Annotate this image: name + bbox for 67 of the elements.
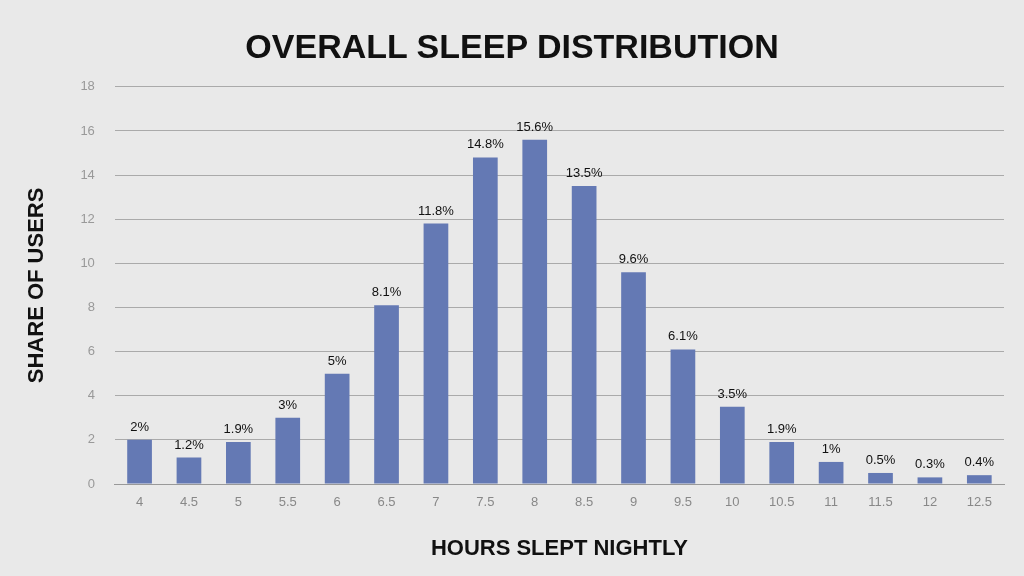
data-label: 15.6% <box>516 118 554 134</box>
x-tick-label: 6.5 <box>377 494 396 510</box>
y-axis-title: SHARE OF USERS <box>23 187 49 384</box>
data-label: 14.8% <box>466 136 505 152</box>
x-tick-label: 8 <box>531 494 539 510</box>
data-label: 2% <box>130 418 150 434</box>
bar <box>275 417 301 484</box>
data-label: 13.5% <box>565 165 603 181</box>
y-tick-label: 10 <box>80 254 95 270</box>
data-label: 3% <box>278 396 298 412</box>
bar <box>374 305 399 484</box>
bar <box>176 457 202 484</box>
y-tick-label: 4 <box>87 387 95 403</box>
bar <box>621 272 646 484</box>
y-tick-label: 0 <box>87 475 95 491</box>
x-tick-label: 12 <box>922 494 938 510</box>
bar <box>769 442 795 484</box>
y-tick-label: 18 <box>80 78 95 94</box>
data-label: 8.1% <box>371 284 402 300</box>
x-tick-label: 4.5 <box>179 494 198 510</box>
bar <box>818 461 844 484</box>
x-tick-label: 11.5 <box>868 494 893 510</box>
x-tick-label: 9.5 <box>673 494 692 510</box>
data-label: 1.2% <box>174 436 205 452</box>
data-label: 9.6% <box>618 251 649 267</box>
x-tick-label: 7 <box>432 494 440 510</box>
data-label: 11.8% <box>417 202 455 218</box>
data-label: 1.9% <box>223 421 254 437</box>
x-tick-label: 10 <box>725 494 740 510</box>
bar <box>868 472 893 484</box>
x-tick-label: 12.5 <box>966 494 992 510</box>
y-tick-label: 8 <box>87 299 95 315</box>
bar <box>571 186 597 484</box>
data-label: 1.9% <box>766 421 797 437</box>
x-tick-label: 5.5 <box>278 494 297 510</box>
y-tick-label: 14 <box>80 166 95 182</box>
x-tick-label: 4 <box>135 494 144 510</box>
bar <box>917 477 943 484</box>
bar <box>226 442 251 484</box>
bar <box>670 349 696 484</box>
bar <box>472 157 498 484</box>
bar <box>423 223 449 484</box>
data-label: 3.5% <box>717 385 748 401</box>
y-tick-label: 16 <box>80 122 95 138</box>
data-label: 0.4% <box>964 454 995 470</box>
data-label: 0.3% <box>915 456 946 472</box>
x-tick-label: 11 <box>824 494 838 510</box>
y-tick-label: 2 <box>87 431 95 447</box>
x-tick-label: 6 <box>333 494 341 510</box>
data-label: 1% <box>821 441 841 457</box>
data-label: 5% <box>327 352 347 368</box>
x-tick-label: 8.5 <box>575 494 594 510</box>
y-tick-label: 12 <box>80 210 95 226</box>
bar <box>324 373 350 484</box>
bar <box>719 406 745 484</box>
x-tick-label: 10.5 <box>769 494 795 510</box>
y-tick-label: 6 <box>87 343 95 359</box>
bar <box>127 439 152 484</box>
bar <box>522 139 548 484</box>
x-axis-title: HOURS SLEPT NIGHTLY <box>430 534 689 560</box>
x-tick-label: 7.5 <box>476 494 495 510</box>
data-label: 0.5% <box>865 452 896 468</box>
chart-title: OVERALL SLEEP DISTRIBUTION <box>245 26 779 65</box>
bar <box>966 475 992 484</box>
x-tick-label: 5 <box>234 494 242 510</box>
x-tick-label: 9 <box>629 494 638 510</box>
data-label: 6.1% <box>668 328 699 344</box>
